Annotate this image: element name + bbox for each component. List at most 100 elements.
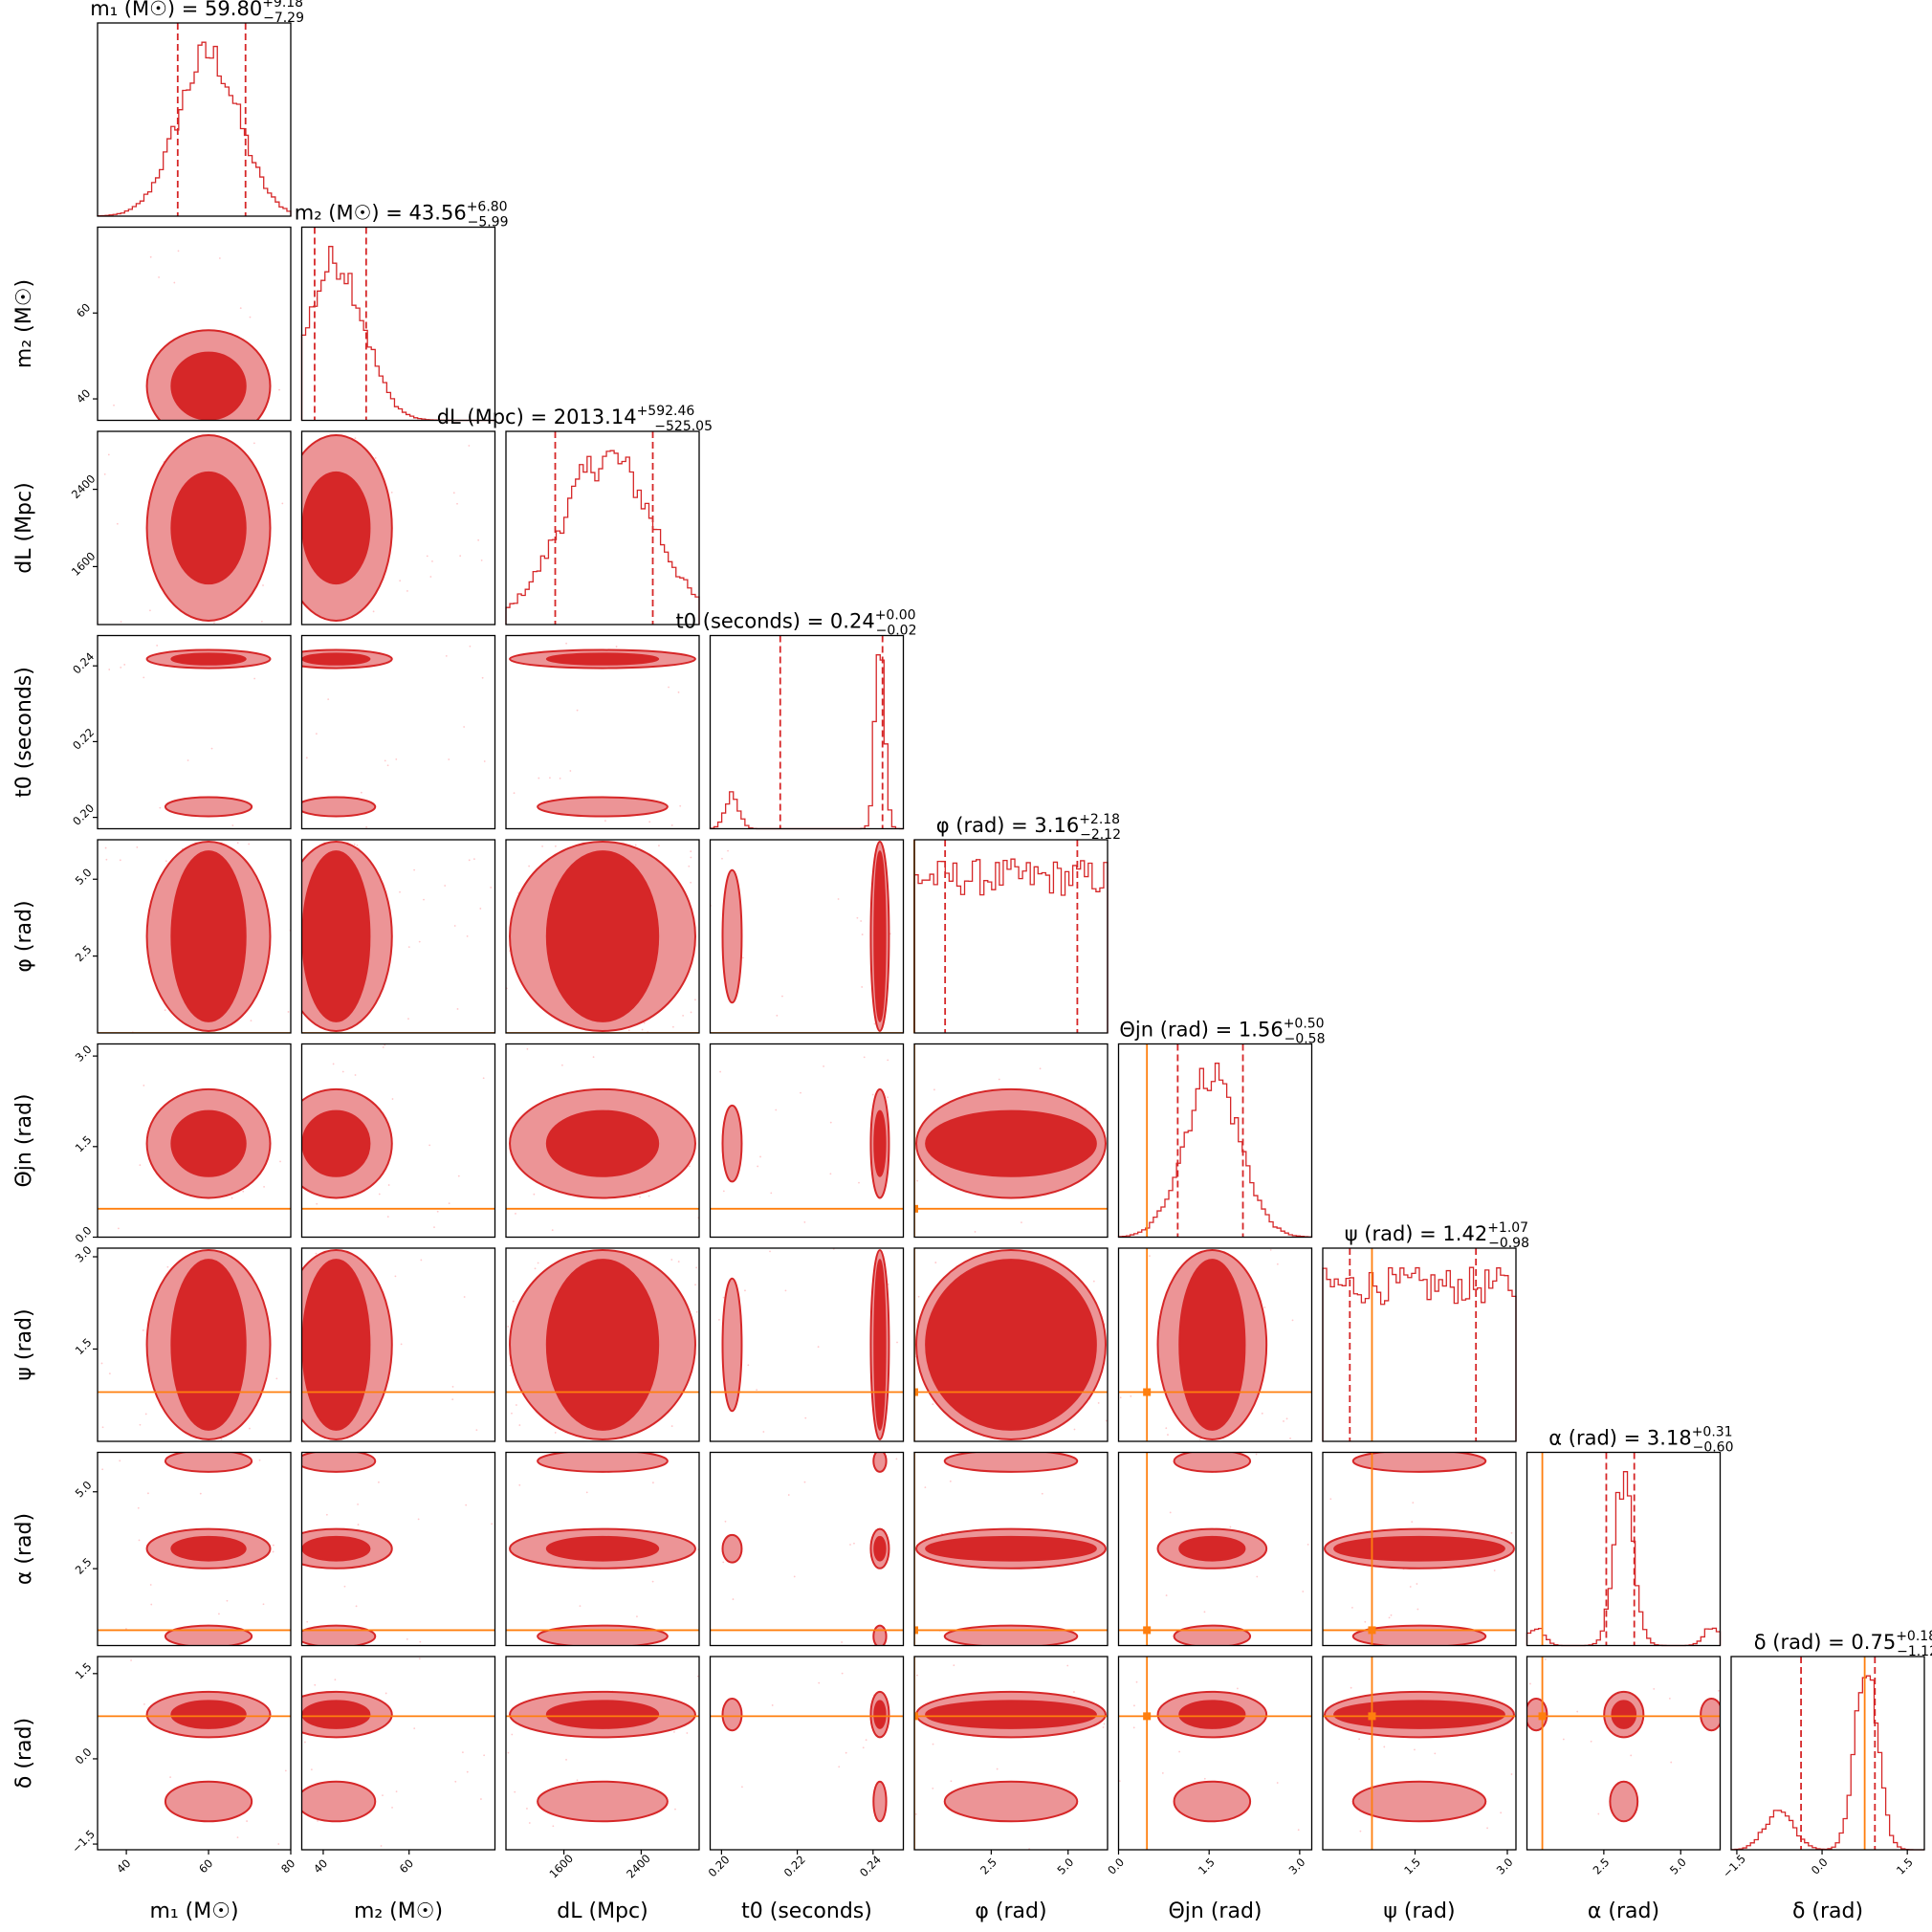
histogram-panel-dL: dL (Mpc) = 2013.14+592.46 −525.05: [437, 404, 713, 626]
posterior-sample: [526, 1808, 528, 1810]
contour-inner: [925, 1109, 1097, 1177]
posterior-sample: [406, 1637, 408, 1640]
posterior-sample: [399, 890, 401, 893]
posterior-sample: [1276, 1782, 1279, 1784]
histogram-steps: [1117, 1063, 1313, 1238]
posterior-sample: [482, 1077, 485, 1080]
y-axis-label-phi: φ (rad): [12, 900, 36, 972]
x-axis-label-psi: ψ (rad): [1383, 1899, 1455, 1923]
posterior-sample: [930, 1174, 933, 1176]
posterior-sample: [453, 925, 456, 927]
posterior-sample: [829, 1121, 832, 1124]
contour-inner: [170, 652, 247, 666]
histogram-frame: [709, 634, 905, 830]
corner-panels: m₁ (M☉) = 59.80+9.18 −7.29 m₂ (M☉) = 43.56…: [12, 0, 1932, 1923]
panel-contents: [301, 1658, 495, 1847]
posterior-sample: [327, 698, 330, 700]
posterior-sample: [932, 1403, 934, 1406]
posterior-sample: [156, 645, 159, 647]
contour-inner: [170, 1109, 247, 1177]
scatter-frame: [709, 1451, 905, 1647]
posterior-sample: [1198, 1438, 1201, 1440]
x-axis-theta: 0.0 1.5 3.0 Θjn (rad): [1105, 1850, 1307, 1923]
posterior-sample: [166, 1265, 169, 1268]
posterior-sample: [317, 1819, 319, 1822]
posterior-sample: [565, 1758, 567, 1761]
histogram-steps: [1322, 1266, 1517, 1441]
posterior-sample: [310, 1768, 313, 1771]
posterior-sample: [463, 1296, 466, 1298]
posterior-sample: [423, 898, 425, 901]
posterior-sample: [143, 676, 145, 679]
x-axis-phi: 2.5 5.0 φ (rad): [975, 1850, 1076, 1923]
posterior-sample: [1165, 1594, 1168, 1596]
posterior-sample: [1297, 1829, 1300, 1832]
scatter-panel-m1-psi: 1.5 3.0 ψ (rad): [12, 1243, 292, 1442]
posterior-sample: [147, 1492, 149, 1495]
title-minus-error: −0.98: [1488, 1236, 1529, 1251]
y-tick-label: 2.5: [73, 1555, 95, 1577]
posterior-sample: [686, 1732, 689, 1734]
posterior-sample: [417, 1518, 420, 1521]
posterior-sample: [305, 757, 308, 759]
posterior-sample: [757, 1165, 759, 1168]
posterior-sample: [896, 1341, 898, 1344]
posterior-sample: [315, 733, 318, 735]
posterior-sample: [1359, 1830, 1362, 1833]
posterior-sample: [643, 1021, 646, 1024]
contour-inner: [170, 1535, 247, 1562]
histogram-title-m2: m₂ (M☉) = 43.56+6.80 −5.99: [295, 200, 509, 231]
posterior-sample: [634, 844, 637, 846]
contour-outer: [301, 1624, 377, 1646]
posterior-sample: [466, 934, 469, 937]
contour-inner: [1611, 1700, 1637, 1729]
posterior-sample: [275, 1377, 278, 1380]
panel-contents: [1118, 1248, 1312, 1441]
posterior-sample: [565, 642, 568, 645]
posterior-sample: [426, 555, 428, 558]
posterior-sample: [804, 1416, 807, 1419]
contour-inner: [1178, 1535, 1246, 1562]
posterior-sample: [463, 726, 466, 728]
posterior-sample: [468, 445, 471, 447]
contour-outer: [1700, 1697, 1721, 1732]
posterior-sample: [456, 1008, 459, 1010]
posterior-sample: [1409, 1586, 1412, 1588]
scatter-panel-m2-dL: [300, 430, 496, 626]
contour-outer: [537, 796, 669, 818]
contour-inner: [873, 850, 887, 1022]
posterior-sample: [334, 1679, 337, 1681]
posterior-sample: [419, 1640, 422, 1643]
y-tick-label: 0.20: [70, 801, 97, 828]
posterior-sample: [343, 1585, 346, 1588]
posterior-sample: [741, 1786, 743, 1789]
posterior-sample: [354, 1074, 357, 1076]
scatter-frame: [1117, 1247, 1313, 1442]
scatter-frame: [97, 839, 292, 1034]
scatter-frame: [913, 1043, 1109, 1239]
posterior-sample: [865, 1739, 867, 1742]
posterior-sample: [658, 845, 660, 847]
posterior-sample: [278, 388, 280, 391]
title-parameter: δ (rad) = 0.75: [1754, 1631, 1896, 1654]
posterior-sample: [448, 1202, 450, 1205]
scatter-panel-dL-theta: [505, 1043, 700, 1239]
contour-outer: [537, 1780, 669, 1823]
posterior-sample: [418, 940, 421, 943]
injection-marker: [1143, 1626, 1152, 1635]
x-tick-label: 3.0: [1286, 1855, 1308, 1877]
contour-inner: [301, 1259, 371, 1431]
scatter-panel-m1-delta: −1.5 0.0 1.5 δ (rad): [12, 1656, 292, 1855]
posterior-sample: [651, 1580, 654, 1583]
posterior-sample: [1283, 1420, 1284, 1422]
scatter-frame: [97, 1247, 292, 1442]
posterior-sample: [101, 1426, 104, 1429]
injection-marker: [914, 1712, 918, 1721]
posterior-sample: [391, 1098, 394, 1100]
posterior-sample: [1097, 1402, 1100, 1404]
posterior-sample: [776, 1014, 779, 1017]
posterior-sample: [436, 1210, 439, 1213]
contour-inner: [925, 1700, 1097, 1729]
y-tick-label: 3.0: [73, 1043, 95, 1065]
